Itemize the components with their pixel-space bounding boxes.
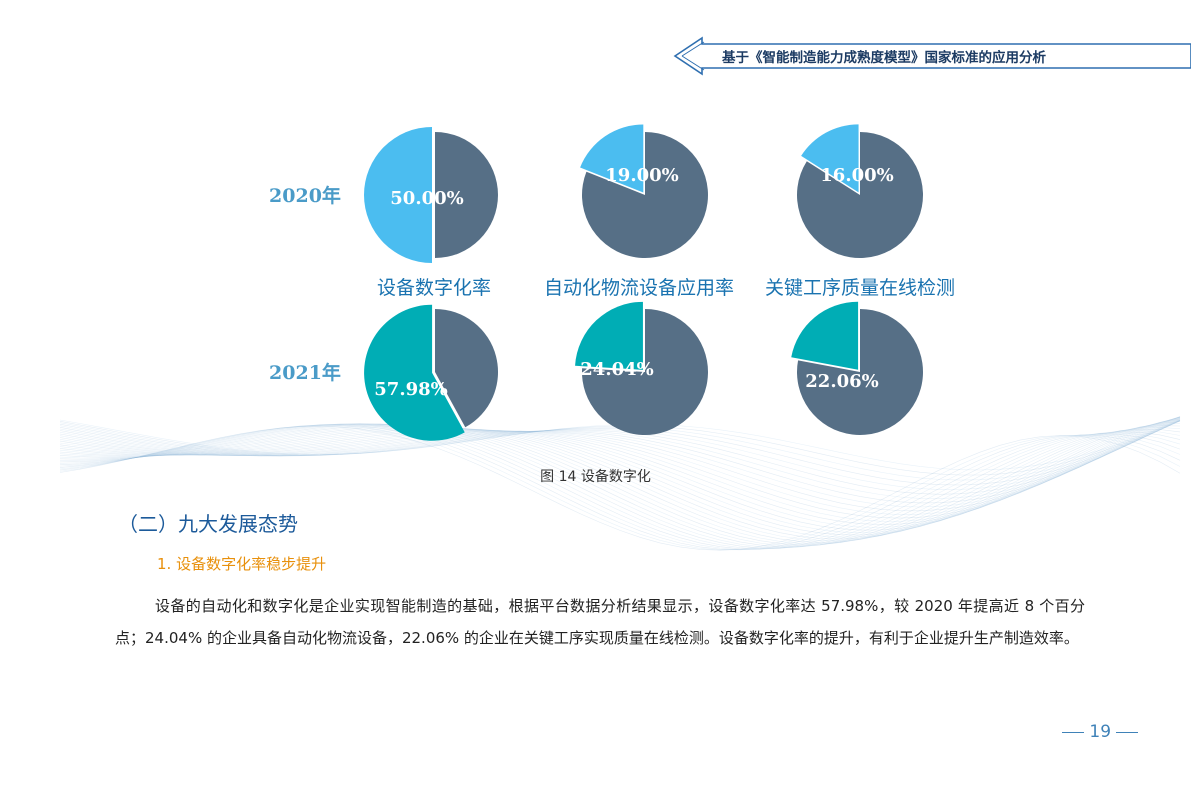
category-label: 自动化物流设备应用率 bbox=[544, 277, 734, 299]
wave-line bbox=[59, 423, 1181, 550]
pie-slice-rest bbox=[581, 309, 708, 435]
wave-line bbox=[59, 417, 1181, 538]
category-label: 设备数字化率 bbox=[377, 277, 491, 299]
year-label: 2021年 bbox=[269, 361, 341, 384]
wave-line bbox=[59, 423, 1181, 550]
pie-value-label: 19.00% bbox=[605, 165, 678, 186]
figure-caption: 图 14 设备数字化 bbox=[540, 469, 651, 485]
section-title: （二）九大发展态势 bbox=[118, 512, 298, 536]
page-number: 19 bbox=[1062, 722, 1139, 742]
wave-line bbox=[59, 420, 1181, 495]
page-number-value: 19 bbox=[1089, 722, 1112, 742]
wave-line bbox=[59, 419, 1181, 499]
wave-line bbox=[59, 424, 1181, 551]
wave-line bbox=[59, 418, 1181, 540]
pie-value-label: 24.04% bbox=[580, 359, 653, 380]
header-banner bbox=[673, 36, 1191, 76]
pie-slice-rest bbox=[435, 309, 499, 428]
wave-line bbox=[59, 419, 1181, 541]
wave-line bbox=[59, 423, 1181, 545]
wave-line bbox=[59, 421, 1181, 543]
wave-line bbox=[59, 417, 1181, 515]
wave-line bbox=[59, 418, 1181, 512]
pie-slice-rest bbox=[796, 309, 923, 436]
pie-slice-rest bbox=[435, 132, 498, 258]
pie-slice-value bbox=[575, 301, 643, 370]
pie-value-label: 16.00% bbox=[820, 165, 893, 186]
wave-line bbox=[59, 416, 1181, 534]
wave-line bbox=[59, 416, 1181, 536]
wave-line bbox=[59, 419, 1181, 504]
wave-line bbox=[59, 425, 1181, 551]
wave-line bbox=[59, 423, 1181, 549]
pie-slice-value bbox=[364, 304, 465, 441]
wave-line bbox=[59, 420, 1181, 490]
pie-value-label: 50.00% bbox=[390, 188, 463, 209]
wave-line bbox=[59, 416, 1181, 528]
subsection-title: 1. 设备数字化率稳步提升 bbox=[157, 555, 327, 573]
pie-slice-rest bbox=[581, 132, 708, 259]
pie-slice-value bbox=[801, 124, 859, 193]
wave-line bbox=[59, 418, 1181, 508]
pie-value-label: 22.06% bbox=[805, 371, 878, 392]
pie-value-label: 57.98% bbox=[374, 379, 447, 400]
page-number-line-left bbox=[1062, 731, 1084, 733]
pie-slice-rest bbox=[797, 132, 924, 258]
page-number-line-right bbox=[1116, 731, 1139, 733]
wave-line bbox=[59, 416, 1181, 522]
pie-slice-value bbox=[580, 124, 644, 193]
body-text: 设备的自动化和数字化是企业实现智能制造的基础，根据平台数据分析结果显示，设备数字… bbox=[115, 590, 1085, 654]
wave-line bbox=[59, 416, 1181, 531]
wave-line bbox=[60, 423, 1181, 547]
pie-slice-value bbox=[791, 301, 859, 370]
wave-line bbox=[59, 416, 1181, 525]
header-title: 基于《智能制造能力成熟度模型》国家标准的应用分析 bbox=[722, 50, 1046, 66]
category-label: 关键工序质量在线检测 bbox=[765, 277, 955, 299]
year-label: 2020年 bbox=[269, 184, 341, 207]
wave-line bbox=[59, 417, 1181, 519]
body-paragraph: 设备的自动化和数字化是企业实现智能制造的基础，根据平台数据分析结果显示，设备数字… bbox=[115, 597, 1085, 647]
wave-line bbox=[59, 423, 1181, 549]
wave-line bbox=[59, 423, 1181, 548]
pie-slice-value bbox=[364, 127, 432, 263]
wave-line bbox=[59, 423, 1181, 550]
wave-line bbox=[59, 424, 1181, 546]
wave-line bbox=[59, 425, 1181, 551]
pie-chart-grid: 2020年 50.00% 19.00% 16.00% 2021年 57.98% 24.04%… bbox=[269, 124, 955, 441]
